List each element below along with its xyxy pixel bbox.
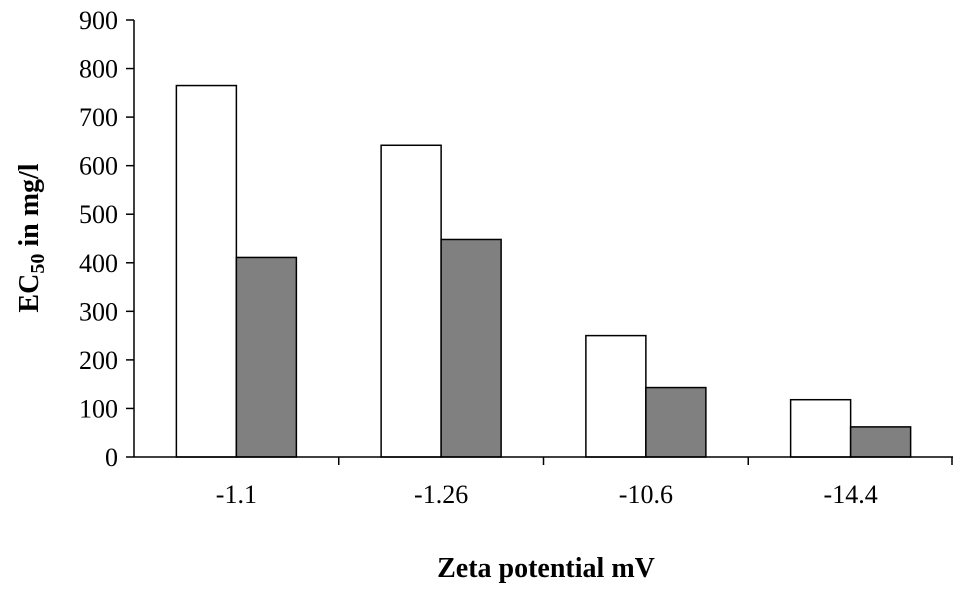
y-tick-label: 300 — [79, 297, 118, 326]
y-axis-title-subscript: 50 — [27, 254, 49, 274]
y-axis-title-main: EC — [14, 274, 45, 313]
x-tick-label: -10.6 — [619, 480, 673, 509]
x-tick-label: -14.4 — [824, 480, 878, 509]
y-axis-title: EC50 in mg/l — [14, 163, 49, 312]
y-tick-label: 700 — [79, 103, 118, 132]
bar-series-1 — [380, 144, 442, 458]
bar-series-1 — [175, 84, 238, 458]
bar-series-2 — [645, 386, 707, 458]
x-tick-label: -1.1 — [216, 480, 257, 509]
y-tick-label: 0 — [105, 443, 118, 472]
bar-series-1 — [585, 334, 647, 458]
y-tick-label: 800 — [79, 55, 118, 84]
bar-series-2 — [235, 256, 298, 458]
y-tick-label: 500 — [79, 200, 118, 229]
y-tick-label: 200 — [79, 346, 118, 375]
bar-series-2 — [849, 426, 912, 458]
axes — [133, 20, 953, 465]
x-tick-label: -1.26 — [414, 480, 468, 509]
y-tick-label: 400 — [79, 249, 118, 278]
y-tick-label: 100 — [79, 394, 118, 423]
x-axis-title: Zeta potential mV — [437, 553, 655, 584]
x-axis-tick-labels: -1.1 -1.26 -10.6 -14.4 — [216, 480, 878, 509]
bar-series-2 — [440, 238, 502, 458]
bar-series-1 — [789, 398, 852, 458]
y-tick-label: 900 — [79, 6, 118, 35]
y-axis-ticks: 0 100 200 300 400 500 600 700 800 900 — [79, 6, 134, 472]
y-axis-title-rest: in mg/l — [14, 163, 45, 253]
bars — [175, 84, 912, 458]
y-tick-label: 600 — [79, 152, 118, 181]
